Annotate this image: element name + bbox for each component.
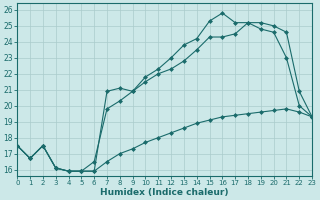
- X-axis label: Humidex (Indice chaleur): Humidex (Indice chaleur): [100, 188, 229, 197]
